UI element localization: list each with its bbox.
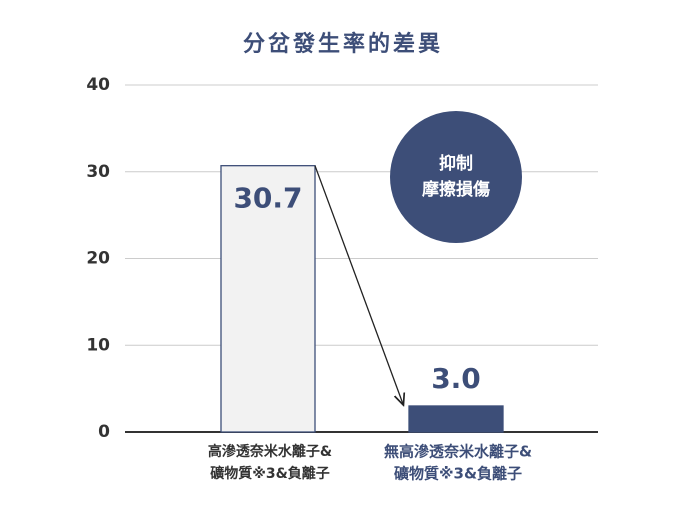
y-tick-label: 10 (86, 335, 110, 355)
x-tick-label: 高滲透奈米水離子& (208, 443, 332, 460)
y-tick-label: 30 (86, 162, 110, 182)
y-tick-label: 40 (86, 75, 110, 95)
value-label: 3.0 (431, 362, 481, 395)
chart-title: 分岔發生率的差異 (243, 31, 443, 57)
x-tick-label: 礦物質※3&負離子 (210, 465, 330, 482)
bar (220, 165, 316, 433)
annotation-text: 抑制 (439, 153, 473, 174)
y-tick-label: 0 (98, 422, 110, 442)
bar (408, 405, 504, 433)
annotation-circle (390, 111, 522, 243)
x-tick-label: 礦物質※3&負離子 (394, 465, 522, 483)
annotation-text: 摩擦損傷 (422, 179, 490, 200)
y-tick-label: 20 (86, 249, 110, 269)
value-label: 30.7 (233, 182, 302, 215)
x-tick-label: 無高滲透奈米水離子& (384, 443, 532, 461)
arrow (314, 165, 403, 404)
